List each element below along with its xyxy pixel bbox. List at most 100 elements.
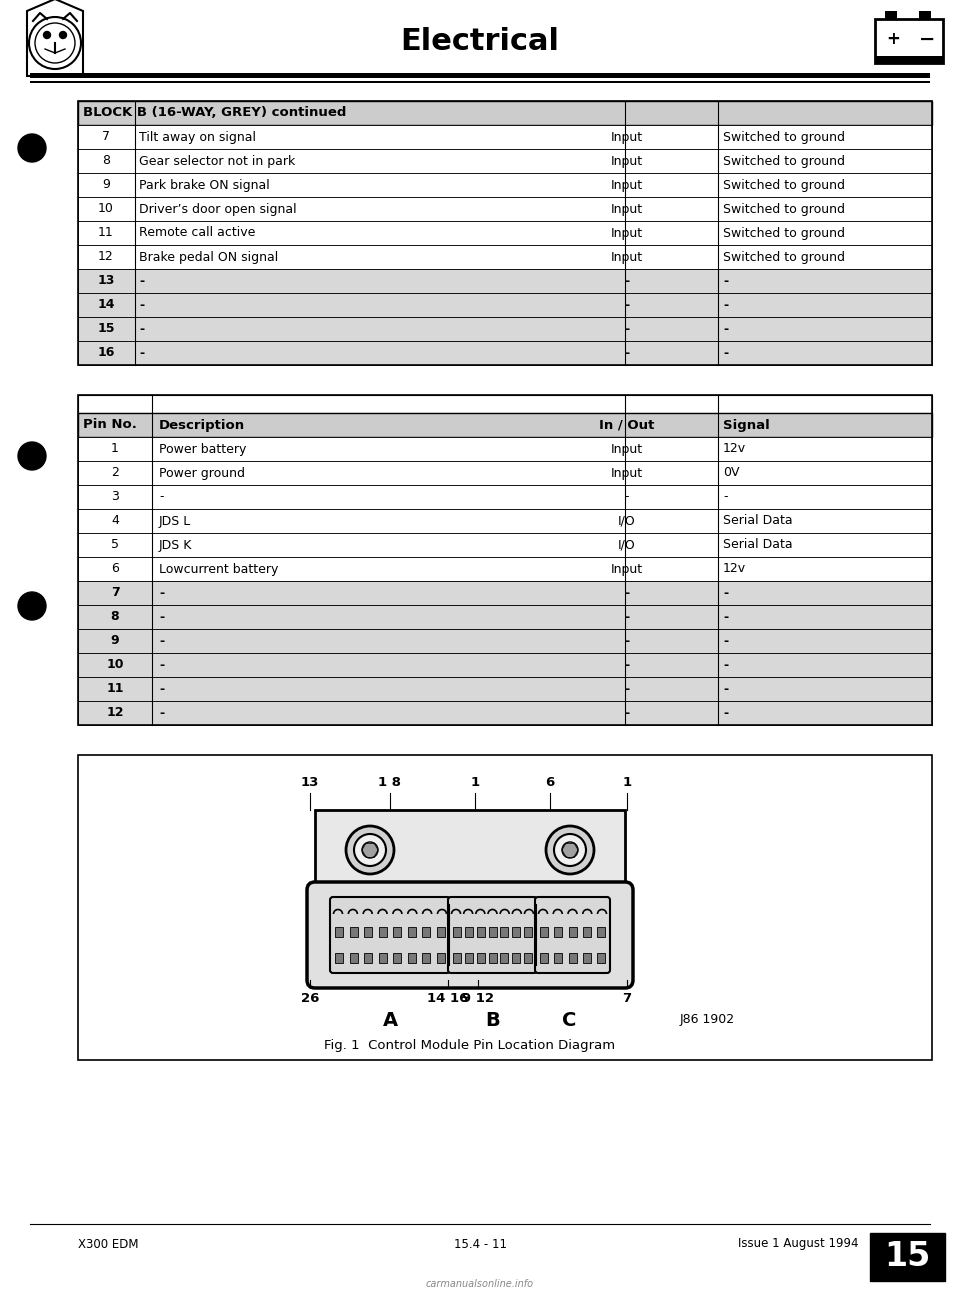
Text: -: - bbox=[159, 490, 163, 504]
Text: In / Out: In / Out bbox=[599, 419, 654, 432]
Bar bbox=[78, 701, 932, 724]
Text: Fig. 1  Control Module Pin Location Diagram: Fig. 1 Control Module Pin Location Diagr… bbox=[324, 1039, 615, 1052]
Text: −: − bbox=[919, 30, 935, 48]
Bar bbox=[453, 953, 461, 963]
Text: 7: 7 bbox=[110, 587, 119, 600]
Bar bbox=[78, 677, 932, 701]
Text: 26: 26 bbox=[300, 991, 319, 1004]
Bar bbox=[583, 953, 590, 963]
Text: Input: Input bbox=[611, 227, 642, 240]
Circle shape bbox=[554, 835, 586, 866]
Text: Switched to ground: Switched to ground bbox=[723, 154, 845, 167]
Circle shape bbox=[18, 133, 46, 162]
Bar bbox=[378, 953, 387, 963]
Text: -: - bbox=[624, 683, 629, 696]
Text: +: + bbox=[886, 30, 900, 48]
Text: -: - bbox=[159, 587, 164, 600]
Bar bbox=[513, 927, 520, 937]
Text: Input: Input bbox=[611, 442, 642, 455]
Bar bbox=[78, 653, 932, 677]
Text: -: - bbox=[723, 587, 728, 600]
Text: -: - bbox=[159, 683, 164, 696]
Bar bbox=[78, 101, 932, 124]
Text: 7: 7 bbox=[102, 131, 110, 144]
Text: 11: 11 bbox=[107, 683, 124, 696]
Bar bbox=[78, 533, 932, 557]
Text: 12v: 12v bbox=[723, 562, 746, 575]
Text: Switched to ground: Switched to ground bbox=[723, 227, 845, 240]
Text: Switched to ground: Switched to ground bbox=[723, 131, 845, 144]
Text: Tilt away on signal: Tilt away on signal bbox=[139, 131, 256, 144]
Bar bbox=[335, 927, 343, 937]
Text: Park brake ON signal: Park brake ON signal bbox=[139, 179, 270, 192]
Text: Pin No.: Pin No. bbox=[83, 419, 137, 432]
Bar bbox=[78, 124, 932, 149]
Circle shape bbox=[18, 442, 46, 470]
Text: Power ground: Power ground bbox=[159, 467, 245, 480]
Bar bbox=[78, 581, 932, 605]
Text: -: - bbox=[624, 587, 629, 600]
Bar bbox=[78, 485, 932, 509]
Text: 2: 2 bbox=[111, 467, 119, 480]
Text: -: - bbox=[139, 323, 144, 336]
Bar bbox=[378, 927, 387, 937]
Text: 12: 12 bbox=[98, 250, 114, 263]
Circle shape bbox=[60, 31, 66, 39]
Circle shape bbox=[562, 842, 578, 858]
Bar bbox=[477, 927, 485, 937]
Text: 16: 16 bbox=[97, 346, 114, 359]
Text: 15: 15 bbox=[884, 1240, 930, 1274]
Bar bbox=[335, 953, 343, 963]
FancyBboxPatch shape bbox=[307, 883, 633, 988]
Circle shape bbox=[354, 835, 386, 866]
Text: 15: 15 bbox=[97, 323, 115, 336]
Text: Brake pedal ON signal: Brake pedal ON signal bbox=[139, 250, 278, 263]
Bar bbox=[919, 10, 931, 19]
Text: -: - bbox=[159, 610, 164, 623]
Text: -: - bbox=[723, 635, 728, 648]
Text: -: - bbox=[624, 706, 629, 719]
Circle shape bbox=[346, 826, 394, 874]
Text: Input: Input bbox=[611, 467, 642, 480]
Text: Input: Input bbox=[611, 202, 642, 215]
Text: 9: 9 bbox=[110, 635, 119, 648]
Text: 15.4 - 11: 15.4 - 11 bbox=[453, 1238, 507, 1251]
Circle shape bbox=[43, 31, 51, 39]
Text: I/O: I/O bbox=[617, 515, 636, 527]
Text: -: - bbox=[159, 635, 164, 648]
Text: -: - bbox=[723, 298, 728, 311]
Bar bbox=[30, 80, 930, 83]
Text: Signal: Signal bbox=[723, 419, 770, 432]
Text: 0V: 0V bbox=[723, 467, 739, 480]
Text: I/O: I/O bbox=[617, 539, 636, 552]
Text: 1 8: 1 8 bbox=[378, 776, 401, 789]
Bar bbox=[875, 19, 943, 64]
Bar bbox=[78, 293, 932, 318]
Text: 6: 6 bbox=[545, 776, 555, 789]
Bar bbox=[78, 395, 932, 413]
Bar bbox=[465, 953, 473, 963]
Bar bbox=[513, 953, 520, 963]
Text: Input: Input bbox=[611, 179, 642, 192]
Text: 12v: 12v bbox=[723, 442, 746, 455]
Text: 1: 1 bbox=[622, 776, 632, 789]
Bar bbox=[78, 413, 932, 437]
Bar bbox=[437, 927, 445, 937]
Bar bbox=[78, 557, 932, 581]
Text: JDS K: JDS K bbox=[159, 539, 192, 552]
Bar bbox=[78, 149, 932, 172]
Bar bbox=[465, 927, 473, 937]
Bar bbox=[78, 756, 932, 1060]
Text: A: A bbox=[382, 1011, 397, 1029]
Text: 1: 1 bbox=[470, 776, 480, 789]
Text: 3: 3 bbox=[111, 490, 119, 504]
Text: -: - bbox=[624, 323, 629, 336]
Text: 10: 10 bbox=[98, 202, 114, 215]
Text: -: - bbox=[723, 610, 728, 623]
Text: 14 16: 14 16 bbox=[427, 991, 468, 1004]
Text: 7: 7 bbox=[622, 991, 632, 1004]
Text: 8: 8 bbox=[102, 154, 110, 167]
Text: 1: 1 bbox=[111, 442, 119, 455]
Text: -: - bbox=[624, 346, 629, 359]
Bar bbox=[422, 927, 430, 937]
